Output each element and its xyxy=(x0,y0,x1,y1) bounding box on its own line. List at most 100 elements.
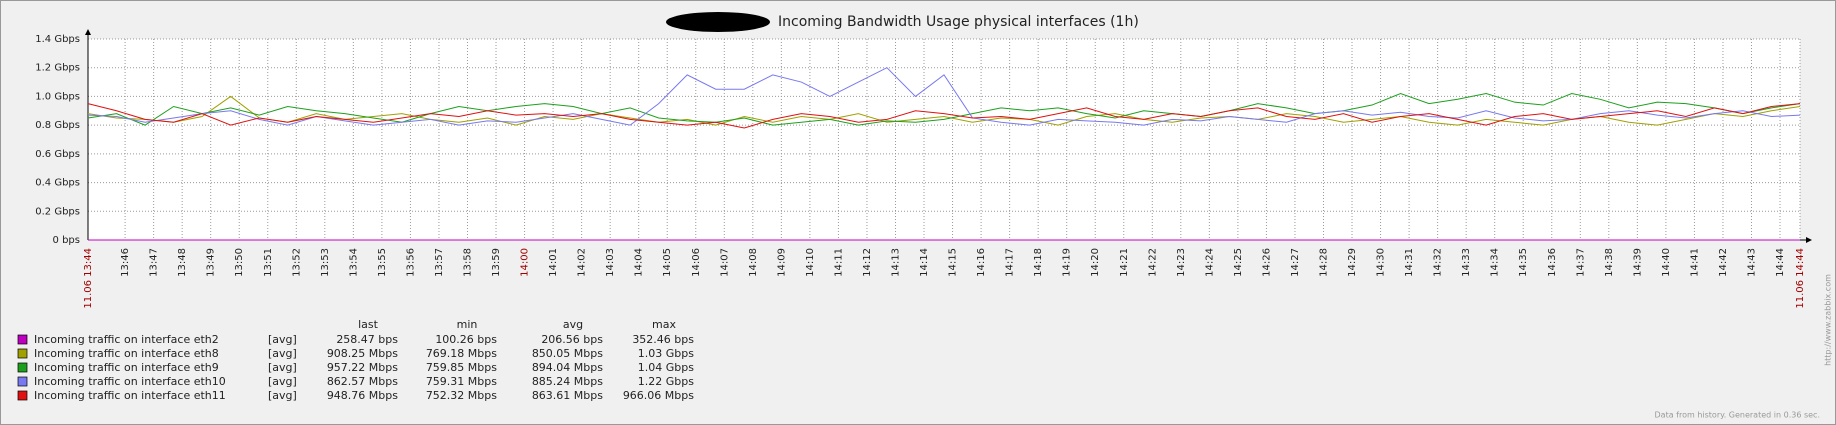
x-tick-label: 14:03 xyxy=(605,248,616,277)
x-tick-label: 14:21 xyxy=(1119,248,1130,277)
x-tick-label: 13:54 xyxy=(348,248,359,277)
legend-stat: 885.24 Mbps xyxy=(532,375,603,388)
x-tick-label: 14:07 xyxy=(719,248,730,277)
legend-stat: 769.18 Mbps xyxy=(426,347,497,360)
x-tick-label: 14:02 xyxy=(577,248,588,277)
x-tick-label: 14:28 xyxy=(1318,248,1329,277)
x-tick-label: 13:53 xyxy=(320,248,331,277)
legend-stat: 206.56 bps xyxy=(541,333,603,346)
legend-stat: 258.47 bps xyxy=(336,333,398,346)
y-tick-label: 1.0 Gbps xyxy=(35,91,80,102)
legend-function: [avg] xyxy=(268,347,297,360)
x-tick-label: 13:57 xyxy=(434,248,445,277)
x-tick-label: 14:05 xyxy=(662,248,673,277)
legend-stat: 863.61 Mbps xyxy=(532,389,603,402)
x-tick-label: 13:56 xyxy=(405,248,416,277)
x-tick-label: 14:25 xyxy=(1233,248,1244,277)
legend-stat: 850.05 Mbps xyxy=(532,347,603,360)
legend-label: Incoming traffic on interface eth11 xyxy=(34,389,226,402)
x-tick-label: 14:37 xyxy=(1575,248,1586,277)
series-line xyxy=(87,67,1801,126)
legend-header: max xyxy=(652,318,676,331)
series-line xyxy=(87,93,1801,126)
legend-swatch xyxy=(17,348,28,359)
legend-stat: 752.32 Mbps xyxy=(426,389,497,402)
legend-swatch xyxy=(17,334,28,345)
watermark: http://www.zabbix.com xyxy=(1824,274,1833,366)
legend-swatch xyxy=(17,362,28,373)
legend-stat: 1.03 Gbps xyxy=(638,347,694,360)
y-tick-label: 1.2 Gbps xyxy=(35,63,80,74)
x-tick-label: 14:16 xyxy=(976,248,987,277)
x-tick-label: 14:20 xyxy=(1090,248,1101,277)
legend-function: [avg] xyxy=(268,389,297,402)
legend-label: Incoming traffic on interface eth2 xyxy=(34,333,219,346)
x-tick-label: 13:52 xyxy=(291,248,302,277)
x-tick-label: 14:18 xyxy=(1033,248,1044,277)
x-tick-label: 13:55 xyxy=(377,248,388,277)
x-tick-label: 14:41 xyxy=(1689,248,1700,277)
legend: last min avg max Incoming traffic on interfa… xyxy=(17,318,694,402)
x-tick-label: 14:39 xyxy=(1632,248,1643,277)
x-tick-label: 14:00 xyxy=(520,248,531,277)
x-tick-label: 14:38 xyxy=(1604,248,1615,277)
x-tick-label: 14:44 xyxy=(1775,248,1786,277)
x-tick-label: 14:06 xyxy=(691,248,702,277)
legend-label: Incoming traffic on interface eth10 xyxy=(34,375,226,388)
x-tick-label: 14:26 xyxy=(1261,248,1272,277)
x-tick-label: 13:47 xyxy=(149,248,160,277)
x-tick-label: 14:19 xyxy=(1062,248,1073,277)
y-tick-label: 0.6 Gbps xyxy=(35,149,80,160)
y-axis-arrow xyxy=(85,29,91,35)
y-tick-label: 1.4 Gbps xyxy=(35,34,80,45)
legend-stat: 1.22 Gbps xyxy=(638,375,694,388)
x-tick-label: 14:36 xyxy=(1547,248,1558,277)
legend-stat: 1.04 Gbps xyxy=(638,361,694,374)
x-tick-label: 13:46 xyxy=(120,248,131,277)
legend-stat: 966.06 Mbps xyxy=(623,389,694,402)
legend-header: avg xyxy=(563,318,583,331)
legend-stat: 100.26 bps xyxy=(435,333,497,346)
legend-function: [avg] xyxy=(268,361,297,374)
x-tick-label: 14:11 xyxy=(833,248,844,277)
x-tick-label: 14:30 xyxy=(1376,248,1387,277)
x-tick-label: 14:01 xyxy=(548,248,559,277)
footer: Data from history. Generated in 0.36 sec… xyxy=(1655,411,1820,420)
legend-header: min xyxy=(457,318,478,331)
redaction xyxy=(666,12,770,32)
x-tick-label: 14:42 xyxy=(1718,248,1729,277)
x-tick-label: 14:34 xyxy=(1490,248,1501,277)
x-tick-label: 13:51 xyxy=(263,248,274,277)
legend-stat: 352.46 bps xyxy=(632,333,694,346)
x-tick-label: 14:04 xyxy=(634,248,645,277)
x-tick-label: 14:09 xyxy=(776,248,787,277)
x-tick-label: 14:22 xyxy=(1147,248,1158,277)
x-tick-label: 14:17 xyxy=(1005,248,1016,277)
x-tick-label: 11.06 14:44 xyxy=(1795,248,1806,309)
legend-label: Incoming traffic on interface eth9 xyxy=(34,361,219,374)
series-line xyxy=(87,103,1801,129)
legend-stat: 948.76 Mbps xyxy=(327,389,398,402)
x-tick-label: 14:35 xyxy=(1518,248,1529,277)
legend-header: last xyxy=(358,318,379,331)
series-line xyxy=(87,95,1801,126)
x-tick-label: 13:59 xyxy=(491,248,502,277)
x-tick-label: 14:43 xyxy=(1746,248,1757,277)
x-tick-label: 14:32 xyxy=(1433,248,1444,277)
x-tick-label: 13:50 xyxy=(234,248,245,277)
x-tick-label: 14:23 xyxy=(1176,248,1187,277)
x-tick-label: 14:24 xyxy=(1204,248,1215,277)
x-tick-label: 14:40 xyxy=(1661,248,1672,277)
chart-title: Incoming Bandwidth Usage physical interf… xyxy=(778,14,1139,30)
x-tick-label: 14:08 xyxy=(748,248,759,277)
x-tick-label: 14:13 xyxy=(890,248,901,277)
x-axis-arrow xyxy=(1806,237,1812,243)
x-tick-label: 13:48 xyxy=(177,248,188,277)
legend-stat: 894.04 Mbps xyxy=(532,361,603,374)
x-tick-label: 14:29 xyxy=(1347,248,1358,277)
legend-stat: 908.25 Mbps xyxy=(327,347,398,360)
y-tick-label: 0.4 Gbps xyxy=(35,178,80,189)
plot-area xyxy=(88,39,1800,240)
